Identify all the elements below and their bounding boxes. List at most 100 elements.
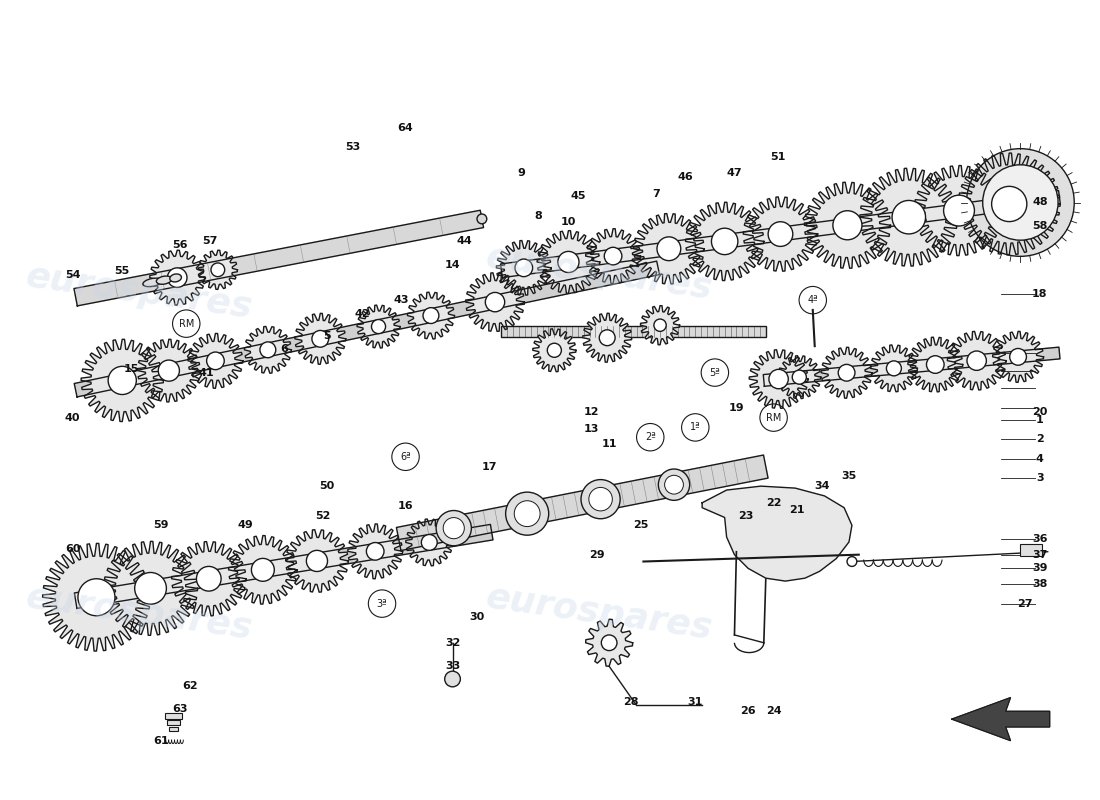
Circle shape <box>197 566 221 591</box>
Text: 40: 40 <box>65 413 80 422</box>
Polygon shape <box>585 229 640 283</box>
Text: 7: 7 <box>652 190 660 199</box>
Circle shape <box>134 573 166 604</box>
Text: 23: 23 <box>738 510 754 521</box>
Text: 1ª: 1ª <box>690 422 701 433</box>
Text: eurospares: eurospares <box>484 581 715 646</box>
Circle shape <box>838 364 855 381</box>
Polygon shape <box>396 455 768 550</box>
Polygon shape <box>465 273 525 331</box>
Text: 39: 39 <box>1032 563 1047 574</box>
Text: 45: 45 <box>570 191 585 202</box>
Text: eurospares: eurospares <box>484 240 715 306</box>
Polygon shape <box>358 305 400 348</box>
Polygon shape <box>583 314 631 362</box>
Circle shape <box>506 492 549 535</box>
Polygon shape <box>914 166 1004 256</box>
Text: 1: 1 <box>1036 414 1044 425</box>
Circle shape <box>207 352 224 370</box>
Text: 26: 26 <box>740 706 756 716</box>
Text: 11: 11 <box>602 439 617 449</box>
Polygon shape <box>821 347 872 398</box>
Text: 44: 44 <box>456 237 472 246</box>
Circle shape <box>436 510 472 546</box>
Text: 63: 63 <box>173 704 188 714</box>
Text: 54: 54 <box>65 270 80 280</box>
Bar <box>1021 544 1042 556</box>
Text: 5: 5 <box>323 331 331 342</box>
Circle shape <box>600 330 615 346</box>
Circle shape <box>444 671 461 687</box>
Text: 62: 62 <box>183 681 198 691</box>
Text: 3ª: 3ª <box>376 598 387 609</box>
Ellipse shape <box>169 274 182 282</box>
Circle shape <box>657 237 681 261</box>
Polygon shape <box>43 543 151 651</box>
Circle shape <box>372 319 386 334</box>
Text: 24: 24 <box>766 706 781 716</box>
Polygon shape <box>198 250 238 290</box>
Circle shape <box>892 201 925 234</box>
Text: RM: RM <box>178 318 194 329</box>
Text: 59: 59 <box>153 520 168 530</box>
Text: 6ª: 6ª <box>400 452 411 462</box>
Circle shape <box>847 557 857 566</box>
Text: 47: 47 <box>727 168 742 178</box>
Circle shape <box>307 550 328 571</box>
Ellipse shape <box>156 276 172 284</box>
Text: 51: 51 <box>770 152 785 162</box>
Text: 4: 4 <box>1036 454 1044 464</box>
Polygon shape <box>406 519 453 566</box>
Text: 15: 15 <box>124 364 139 374</box>
Circle shape <box>252 558 274 582</box>
Polygon shape <box>702 486 851 581</box>
Text: 64: 64 <box>398 123 414 133</box>
Polygon shape <box>908 337 962 392</box>
Circle shape <box>792 370 806 384</box>
Text: 25: 25 <box>632 520 648 530</box>
Bar <box>168 727 178 731</box>
Circle shape <box>108 366 136 394</box>
Text: 37: 37 <box>1032 550 1047 560</box>
Circle shape <box>664 475 683 494</box>
Polygon shape <box>244 326 292 374</box>
Text: 28: 28 <box>623 697 638 706</box>
Polygon shape <box>634 214 704 284</box>
Circle shape <box>548 343 561 358</box>
Circle shape <box>312 330 329 347</box>
Circle shape <box>604 247 622 265</box>
Text: 43: 43 <box>394 295 409 305</box>
Text: 19: 19 <box>728 403 745 413</box>
Text: 18: 18 <box>1032 290 1047 299</box>
Circle shape <box>833 210 862 240</box>
Polygon shape <box>744 197 817 271</box>
Polygon shape <box>295 314 345 364</box>
Text: 12: 12 <box>584 406 600 417</box>
Text: 42: 42 <box>354 309 371 319</box>
Text: 27: 27 <box>1018 598 1033 609</box>
Bar <box>167 720 180 725</box>
Circle shape <box>768 222 793 246</box>
Text: 10: 10 <box>560 217 575 227</box>
Text: 14: 14 <box>444 260 460 270</box>
Polygon shape <box>992 331 1044 382</box>
Polygon shape <box>496 241 551 295</box>
Text: 16: 16 <box>398 501 414 510</box>
Circle shape <box>944 195 975 226</box>
Text: 50: 50 <box>320 481 334 491</box>
Text: 34: 34 <box>815 481 830 491</box>
Polygon shape <box>685 202 763 281</box>
Text: 41: 41 <box>198 367 213 378</box>
Circle shape <box>421 534 437 550</box>
Polygon shape <box>286 530 349 592</box>
Circle shape <box>967 351 987 370</box>
Text: 29: 29 <box>590 550 605 560</box>
Polygon shape <box>138 339 200 402</box>
Text: 20: 20 <box>1032 406 1047 417</box>
Circle shape <box>712 228 738 254</box>
Circle shape <box>443 518 464 538</box>
Polygon shape <box>407 292 454 339</box>
Text: 22: 22 <box>766 498 781 508</box>
Circle shape <box>366 542 384 560</box>
Circle shape <box>158 360 179 382</box>
